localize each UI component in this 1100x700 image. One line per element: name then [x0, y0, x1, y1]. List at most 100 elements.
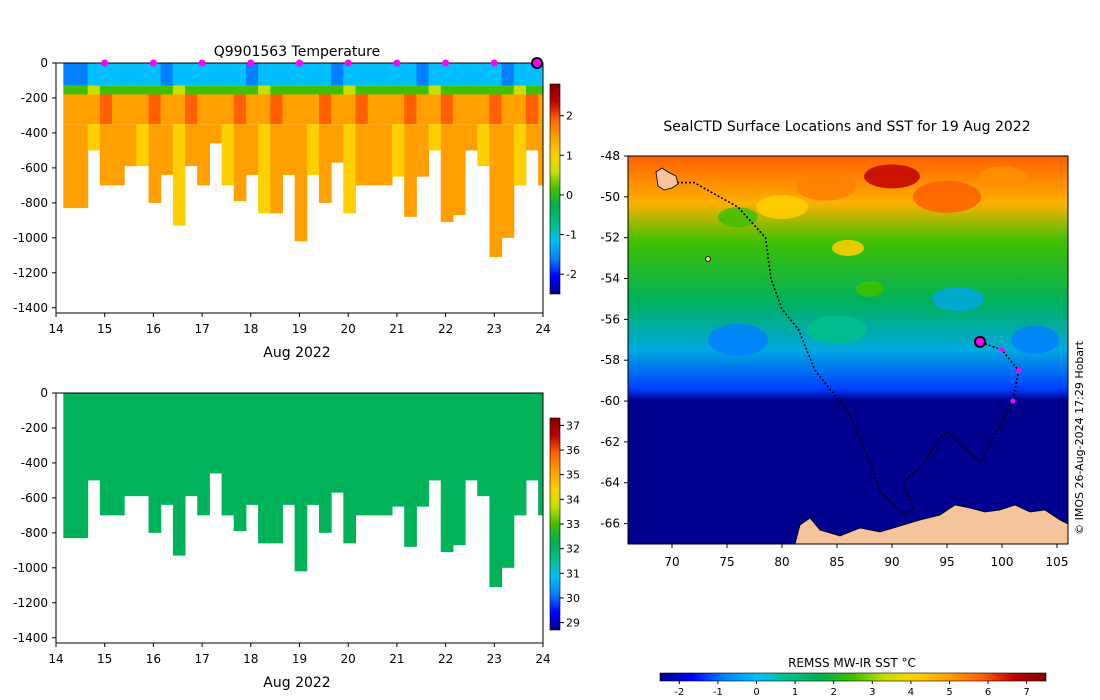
temperature-cell — [270, 124, 283, 214]
temperature-cell — [318, 124, 332, 203]
colorbar-tick-label: 36 — [566, 444, 580, 457]
salinity-cell — [136, 393, 150, 497]
temperature-cell — [221, 63, 235, 86]
profile-marker — [393, 59, 401, 67]
temperature-cell — [185, 124, 198, 167]
temperature-cell — [124, 63, 137, 86]
temperature-cell — [452, 94, 466, 125]
salinity-cell — [379, 393, 393, 516]
temperature-cell — [501, 94, 515, 125]
y-tick-label: -400 — [21, 126, 48, 140]
lat-tick-label: -62 — [600, 435, 620, 449]
colorbar-tick-label: 1 — [566, 149, 573, 162]
temperature-cell — [99, 85, 113, 95]
temperature-cell — [172, 124, 186, 226]
salinity-cell — [270, 393, 283, 544]
colorbar-tick-label: 37 — [566, 419, 580, 432]
recent-location — [999, 347, 1005, 353]
salinity-cell — [440, 393, 454, 553]
temperature-cell — [233, 124, 247, 202]
track-line — [661, 181, 1020, 515]
temperature-cell — [63, 63, 89, 86]
salinity-y-axis: 0 -200 -400 -600 -800 -1000 -1200 -1400 — [13, 386, 56, 645]
temperature-cell — [294, 94, 308, 125]
temperature-cell — [465, 85, 478, 95]
temperature-section-chart: Q9901563 Temperature 0 -200 -400 -600 -800 -1… — [13, 44, 577, 361]
temperature-cell — [513, 124, 527, 186]
colorbar-tick-label: 30 — [566, 592, 580, 605]
lat-tick-label: -48 — [600, 149, 620, 163]
temperature-cell — [525, 124, 539, 151]
temperature-cell — [477, 63, 490, 86]
temperature-x-axis: 14 15 16 17 18 19 20 21 22 23 24 — [48, 313, 551, 336]
temperature-cell — [258, 63, 271, 86]
salinity-cell — [513, 393, 527, 516]
temperature-cell — [63, 124, 89, 209]
temperature-cell — [209, 85, 223, 95]
temperature-cell — [416, 63, 430, 86]
lon-tick-label: 85 — [829, 555, 844, 569]
salinity-cell — [258, 393, 271, 544]
salinity-x-axis: 14 15 16 17 18 19 20 21 22 23 24 — [48, 643, 551, 666]
temperature-cell — [525, 85, 539, 95]
sst-tick-label: -1 — [713, 687, 723, 698]
temperature-cell — [99, 94, 113, 125]
lat-tick-label: -66 — [600, 517, 620, 531]
temperature-cell — [452, 63, 466, 86]
temperature-cell — [221, 124, 235, 186]
lon-tick-label: 95 — [939, 555, 954, 569]
y-tick-label: -200 — [21, 421, 48, 435]
temperature-cell — [538, 94, 543, 125]
temperature-cell — [136, 124, 150, 167]
temperature-cell — [343, 63, 357, 86]
salinity-cell — [355, 393, 369, 516]
x-tick-label: 19 — [292, 322, 307, 336]
temperature-cell — [489, 94, 503, 125]
colorbar-tick-label: -2 — [566, 268, 577, 281]
temperature-cell — [416, 94, 430, 125]
x-tick-label: 18 — [243, 322, 258, 336]
x-tick-label: 15 — [97, 322, 112, 336]
temperature-cell — [258, 124, 271, 214]
colorbar-tick-label: 33 — [566, 518, 580, 531]
temperature-cell — [124, 124, 137, 167]
temperature-colorbar — [549, 83, 561, 295]
salinity-cell — [282, 393, 296, 505]
lon-tick-label: 75 — [719, 555, 734, 569]
temperature-cell — [355, 85, 369, 95]
salinity-cell — [525, 393, 539, 481]
temperature-cell — [124, 94, 137, 125]
temperature-cell — [355, 124, 369, 186]
temperature-cell — [416, 85, 430, 95]
x-tick-label: 22 — [438, 322, 453, 336]
temperature-cell — [416, 124, 430, 177]
temperature-cell — [331, 124, 344, 163]
temperature-cell — [379, 85, 393, 95]
temperature-cell — [172, 85, 186, 95]
sst-tick-label: 5 — [946, 687, 952, 698]
salinity-cell — [148, 393, 162, 533]
temperature-cell — [343, 94, 357, 125]
temperature-cell — [355, 94, 369, 125]
temperature-cell — [270, 85, 283, 95]
temperature-cell — [452, 85, 466, 95]
temperature-cell — [465, 63, 478, 86]
x-tick-label: 22 — [438, 652, 453, 666]
temperature-cell — [245, 63, 259, 86]
temperature-cell — [270, 63, 283, 86]
temperature-cell — [294, 63, 308, 86]
colorbar-tick-label: 29 — [566, 617, 580, 630]
salinity-cell — [538, 393, 543, 516]
temperature-cell — [477, 94, 490, 125]
y-tick-label: -600 — [21, 161, 48, 175]
x-tick-label: 23 — [487, 652, 502, 666]
current-position-marker — [974, 335, 986, 348]
temperature-cell — [282, 94, 296, 125]
temperature-cell — [209, 63, 223, 86]
map-latitude-axis: -48 -50 -52 -54 -56 -58 -60 -62 -64 -66 — [600, 149, 628, 531]
recent-location — [1016, 367, 1021, 373]
colorbar-tick-label: 35 — [566, 469, 580, 482]
sst-tick-label: -2 — [674, 687, 684, 698]
sst-warm-patches — [708, 164, 1059, 356]
temperature-cell — [477, 124, 490, 167]
